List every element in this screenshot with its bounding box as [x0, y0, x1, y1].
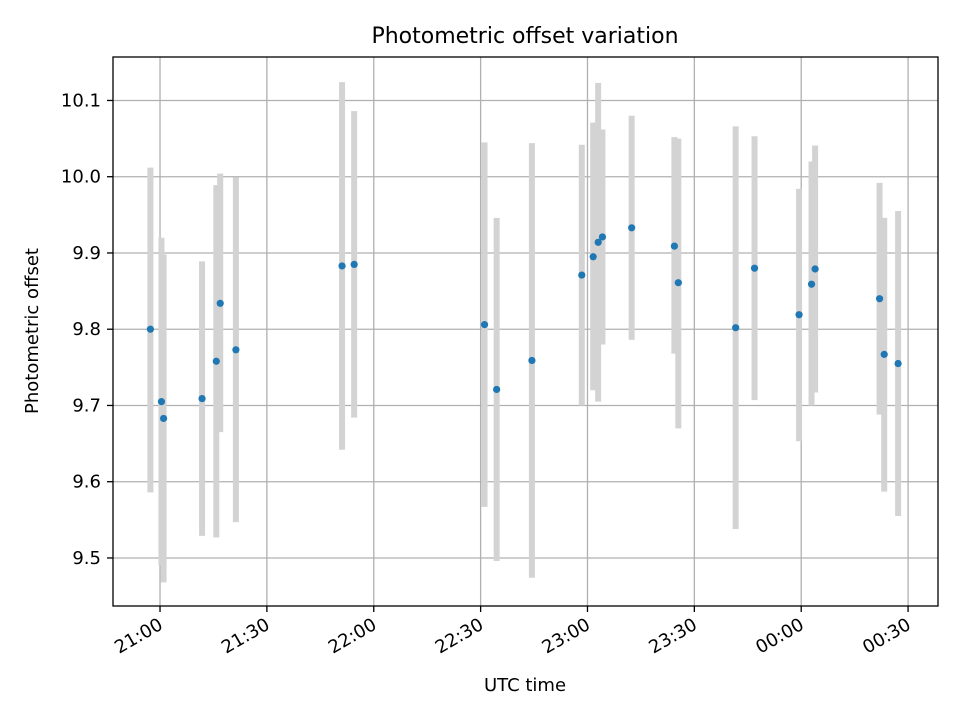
y-tick-label: 9.8: [72, 319, 101, 340]
data-point: [670, 242, 678, 250]
axis-ticks: 9.5 9.6 9.7 9.8 9.9 10.0 10.1 21:00 21:30 22:00 22…: [61, 90, 915, 658]
data-point: [594, 238, 602, 246]
data-point: [880, 350, 888, 358]
error-bars: [147, 82, 902, 583]
x-tick-label: 00:00: [752, 614, 807, 658]
data-point: [480, 321, 489, 329]
data-point: [157, 398, 166, 406]
data-point: [198, 395, 206, 403]
x-tick-label: 23:00: [539, 614, 594, 658]
data-point: [875, 295, 884, 303]
data-point: [795, 311, 803, 319]
data-point: [628, 224, 636, 232]
y-tick-label: 9.9: [72, 243, 101, 264]
data-point: [811, 265, 819, 273]
data-point: [338, 262, 346, 270]
plot-frame: [112, 56, 939, 607]
data-point: [578, 271, 586, 279]
y-tick-label: 9.5: [72, 548, 101, 569]
y-tick-label: 10.1: [61, 90, 101, 111]
data-point: [212, 357, 220, 365]
data-point: [732, 324, 740, 332]
data-point: [750, 264, 759, 272]
data-point: [232, 346, 240, 354]
x-tick-label: 22:00: [325, 614, 380, 658]
data-point: [894, 359, 902, 368]
y-tick-label: 9.7: [72, 395, 101, 416]
data-point: [350, 260, 358, 268]
data-point: [807, 280, 816, 288]
data-point: [528, 356, 536, 365]
x-tick-label: 00:30: [859, 614, 914, 658]
x-tick-label: 21:00: [111, 614, 166, 658]
y-axis-label: Photometric offset: [22, 248, 43, 414]
chart-title: Photometric offset variation: [371, 24, 678, 49]
data-point: [216, 299, 224, 307]
data-point: [589, 253, 597, 261]
x-tick-label: 21:30: [218, 614, 273, 658]
data-point: [674, 279, 682, 287]
data-point: [598, 233, 607, 241]
data-point: [493, 385, 501, 394]
y-tick-label: 10.0: [61, 167, 101, 188]
x-tick-label: 23:30: [645, 614, 700, 658]
x-tick-label: 22:30: [432, 614, 487, 658]
data-points: [146, 224, 902, 423]
y-tick-label: 9.6: [72, 472, 101, 493]
x-axis-label: UTC time: [484, 675, 566, 696]
data-point: [159, 414, 168, 423]
data-point: [146, 325, 155, 333]
